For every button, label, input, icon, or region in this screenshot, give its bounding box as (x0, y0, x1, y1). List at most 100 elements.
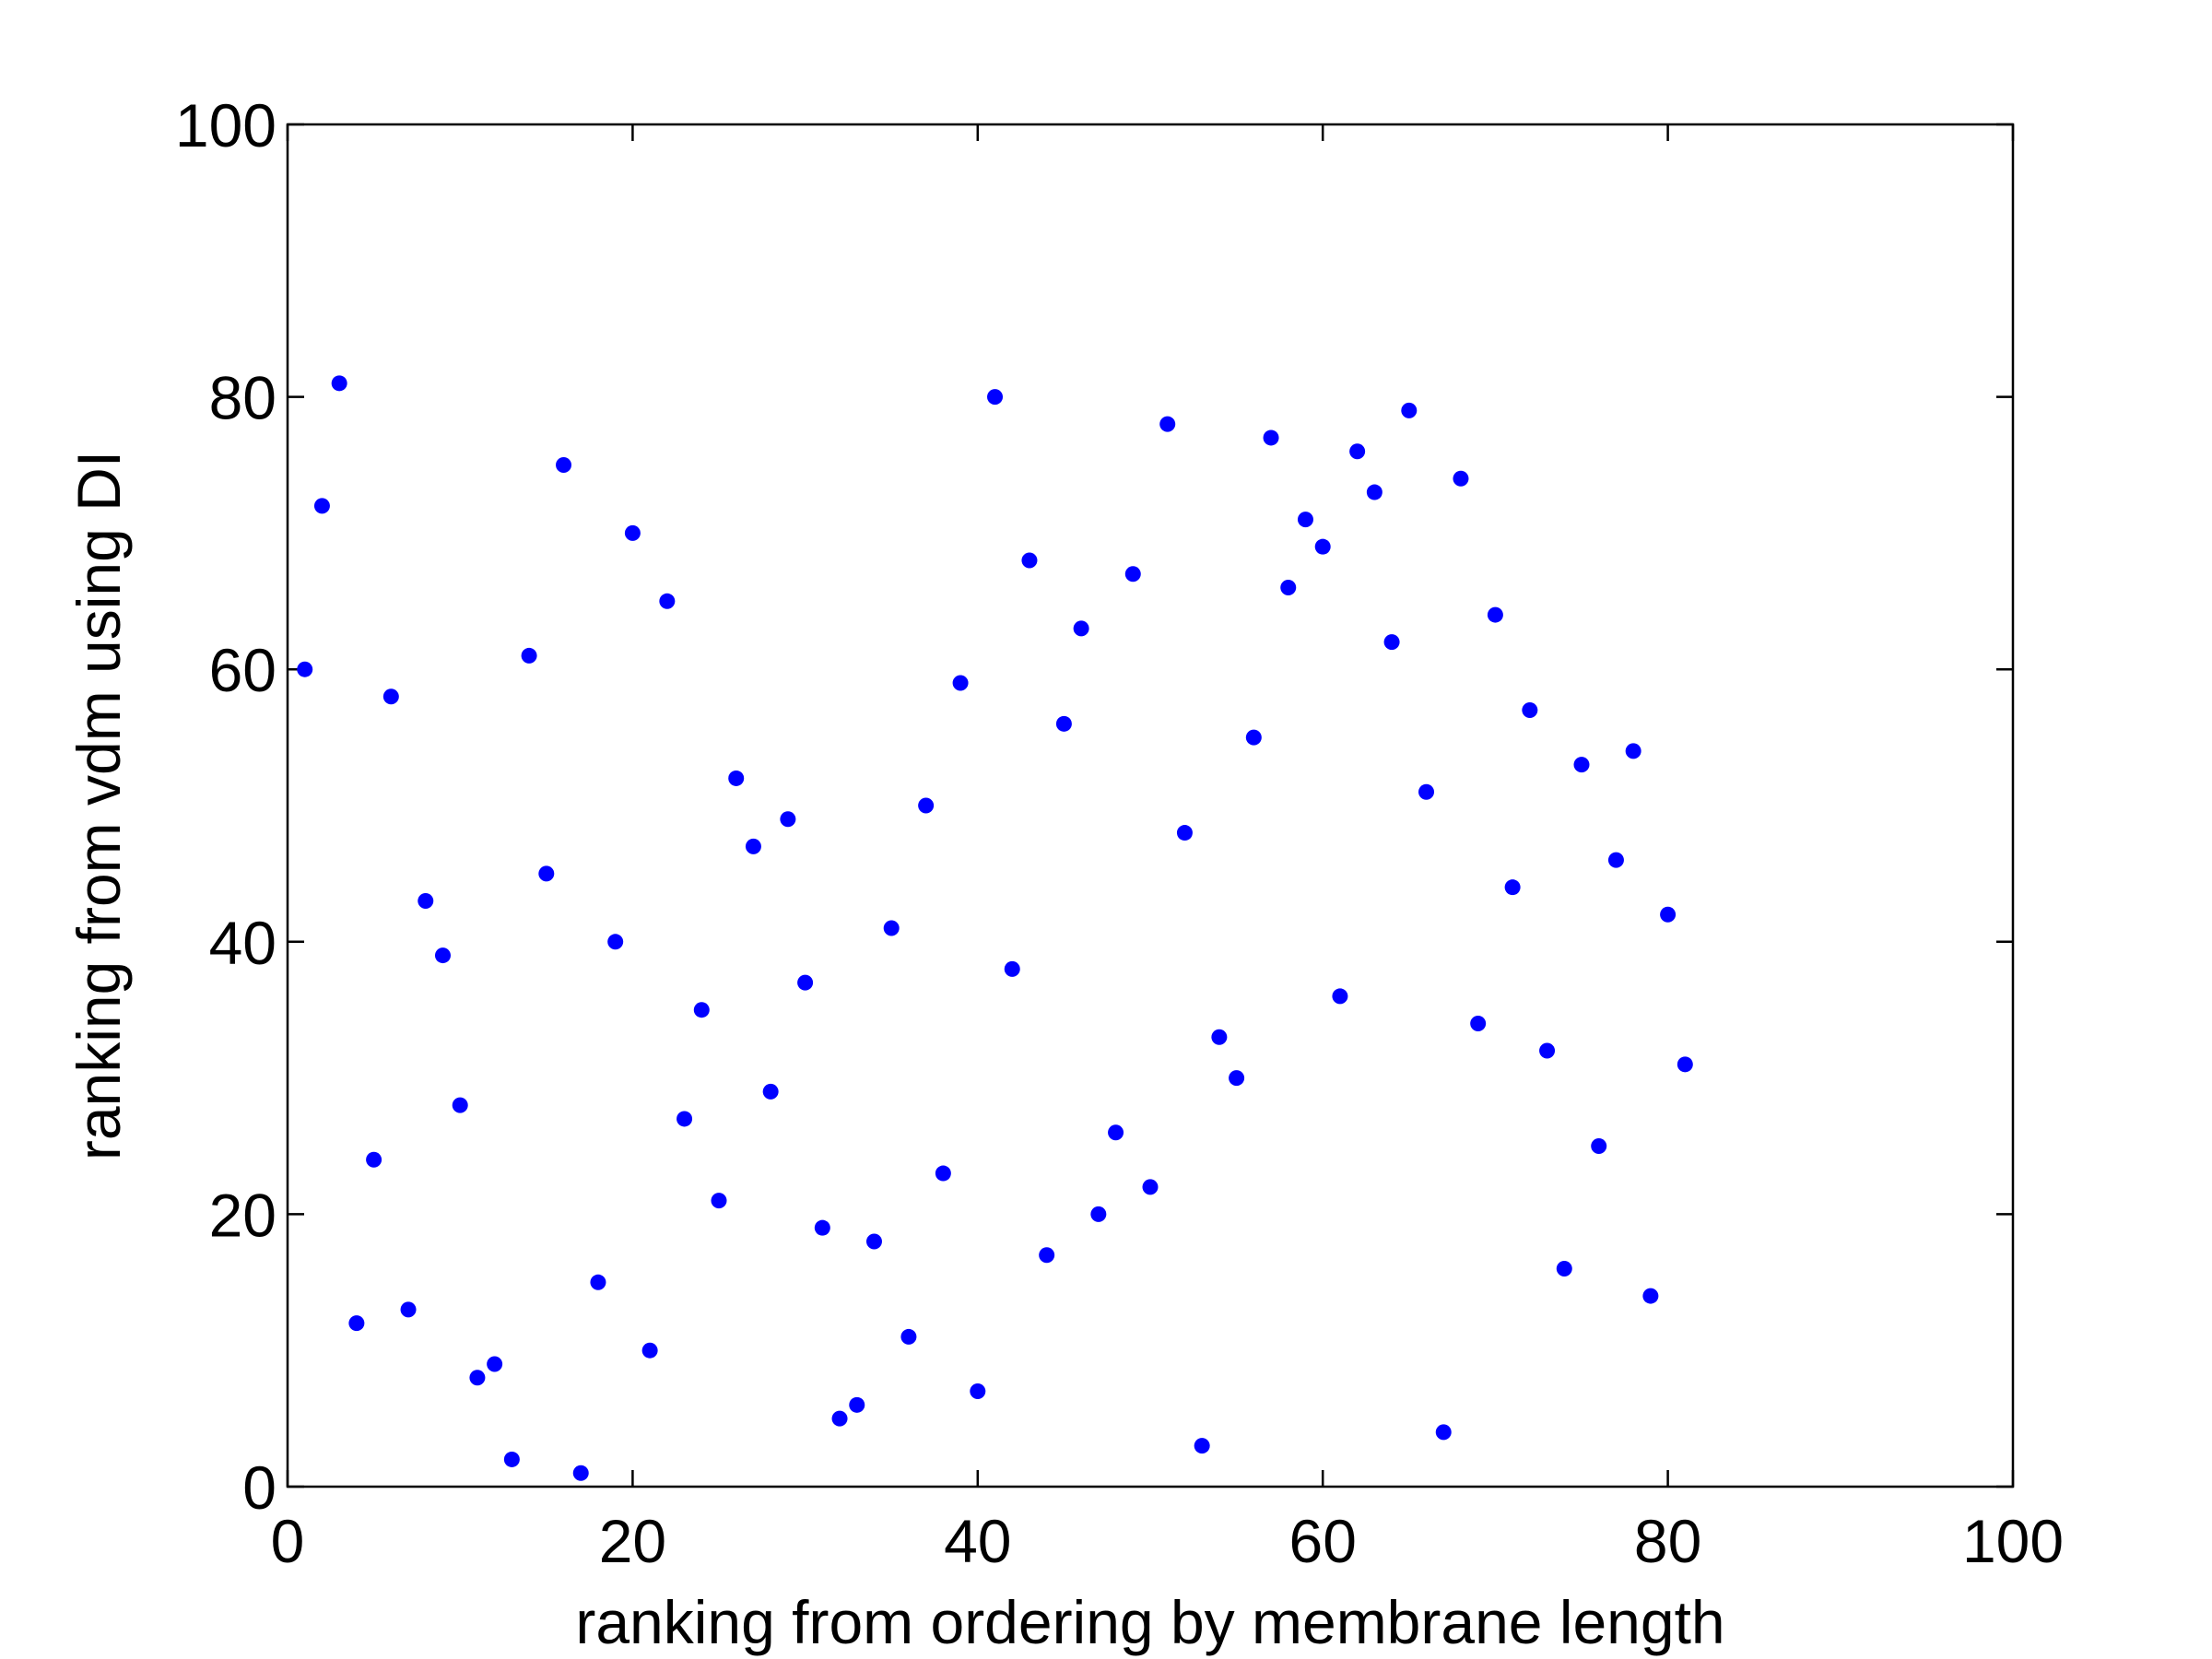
y-tick-label: 0 (242, 1453, 276, 1522)
data-point (1280, 580, 1297, 596)
data-point (1055, 715, 1072, 732)
data-point (849, 1396, 865, 1413)
data-point (1349, 443, 1366, 460)
data-point (297, 661, 313, 677)
data-point (1332, 988, 1348, 1005)
data-point (331, 375, 347, 392)
data-point (452, 1097, 468, 1113)
data-point (1607, 852, 1624, 868)
x-tick-label: 40 (944, 1507, 1011, 1575)
data-point (382, 688, 399, 705)
data-point (745, 838, 761, 854)
data-point (1211, 1029, 1228, 1045)
data-point (1453, 470, 1469, 487)
data-point (987, 389, 1004, 406)
x-tick-label: 80 (1634, 1507, 1701, 1575)
data-point (313, 498, 330, 514)
data-point (1245, 729, 1262, 746)
x-tick-label: 20 (599, 1507, 666, 1575)
y-tick-label: 40 (209, 909, 276, 977)
data-point (572, 1465, 589, 1481)
data-point (865, 1233, 882, 1250)
data-point (677, 1111, 693, 1127)
data-point (814, 1219, 830, 1236)
data-point (1314, 538, 1331, 555)
x-axis-label: ranking from ordering by membrane length (575, 1588, 1724, 1656)
data-point (1470, 1015, 1487, 1031)
data-point (348, 1315, 365, 1332)
data-point (693, 1002, 710, 1018)
y-tick-label: 20 (209, 1181, 276, 1249)
data-point (1366, 484, 1382, 500)
data-point (366, 1151, 382, 1168)
data-point (883, 920, 900, 936)
data-point (1642, 1288, 1659, 1304)
data-point (970, 1383, 986, 1400)
data-point (1297, 512, 1313, 528)
data-point (1591, 1138, 1607, 1154)
data-point (1660, 906, 1677, 923)
data-point (918, 797, 935, 814)
data-point (1090, 1206, 1107, 1222)
data-points (297, 375, 1693, 1481)
data-point (624, 524, 641, 541)
data-point (1142, 1179, 1159, 1195)
data-point (434, 947, 451, 964)
data-point (1263, 429, 1279, 446)
data-point (797, 974, 814, 991)
data-point (487, 1356, 503, 1372)
data-point (900, 1328, 917, 1345)
data-point (1504, 879, 1521, 896)
axis-ticks (286, 123, 2015, 1488)
data-point (400, 1301, 417, 1318)
data-point (1229, 1070, 1245, 1087)
data-point (1418, 783, 1435, 800)
data-point (1556, 1261, 1572, 1277)
y-tick-label: 100 (175, 91, 276, 159)
data-point (728, 770, 745, 786)
data-point (1021, 552, 1038, 569)
data-point (1124, 566, 1141, 582)
data-point (1435, 1424, 1452, 1441)
data-point (762, 1083, 779, 1100)
data-point (1677, 1056, 1693, 1073)
data-point (1004, 960, 1020, 977)
data-point (503, 1451, 520, 1467)
data-point (711, 1193, 727, 1209)
data-point (521, 647, 537, 664)
y-tick-label: 60 (209, 636, 276, 704)
x-tick-label: 100 (1962, 1507, 2064, 1575)
data-point (1108, 1124, 1124, 1141)
data-point (1401, 402, 1418, 418)
y-tick-labels: 0 20 40 60 80 100 (175, 91, 276, 1522)
data-point (1625, 743, 1641, 759)
data-point (418, 892, 434, 909)
data-point (1159, 416, 1176, 432)
data-point (831, 1410, 848, 1427)
data-point (1039, 1247, 1055, 1264)
y-tick-label: 80 (209, 364, 276, 432)
data-point (780, 811, 796, 828)
data-point (556, 457, 572, 473)
data-point (1522, 702, 1538, 719)
x-tick-label: 60 (1288, 1507, 1356, 1575)
data-point (659, 593, 676, 609)
data-point (607, 934, 624, 950)
data-point (538, 865, 555, 882)
data-point (952, 675, 969, 691)
data-point (1487, 606, 1503, 623)
x-tick-labels: 0 20 40 60 80 100 (271, 1507, 2064, 1575)
data-point (641, 1342, 658, 1359)
y-axis-label: ranking from vdm using DI (65, 451, 133, 1160)
data-point (590, 1274, 606, 1290)
data-point (469, 1370, 486, 1386)
data-point (1073, 620, 1089, 637)
data-point (1539, 1042, 1556, 1059)
data-point (1573, 757, 1590, 773)
x-tick-label: 0 (271, 1507, 305, 1575)
data-point (1383, 634, 1400, 651)
data-point (1194, 1438, 1210, 1454)
data-point (935, 1165, 951, 1182)
plot-area (286, 123, 2015, 1488)
